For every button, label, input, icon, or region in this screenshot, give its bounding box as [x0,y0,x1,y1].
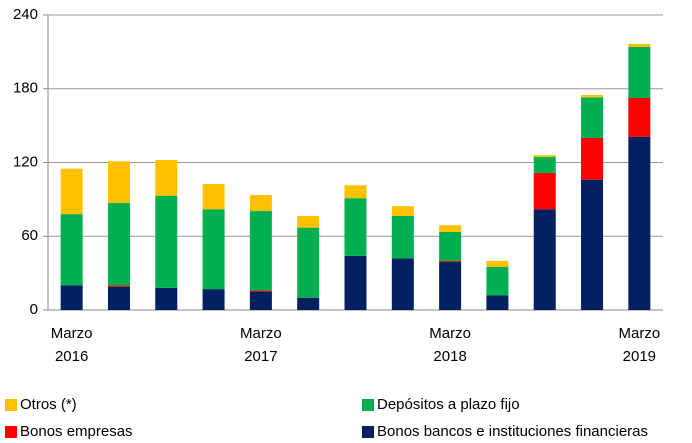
legend-label: Depósitos a plazo fijo [377,396,520,413]
bar-segment [297,227,320,298]
legend-swatch [5,426,17,438]
bar-segment [486,260,509,267]
bar-segment [60,214,83,286]
bar-segment [628,46,651,98]
bar-segment [107,161,130,204]
bar-segment [533,155,556,157]
y-tick-label: 180 [13,80,38,97]
bar-segment [628,97,651,137]
bar-segment [628,43,651,47]
legend-label: Otros (*) [20,396,77,413]
x-tick-label: Marzo 2017 [240,325,282,365]
bar-segment [155,287,178,310]
bar-segment [249,211,272,291]
bar-segment [439,260,462,263]
bar-segment [628,136,651,310]
y-tick-label: 60 [21,227,38,244]
bar-segment [581,137,604,180]
legend-swatch [362,426,374,438]
bar-segment [581,179,604,310]
bar-segment [439,262,462,310]
bar-segment [107,286,130,310]
bar-segment [249,290,272,292]
bar-segment [581,94,604,98]
bar-segment [202,289,225,310]
bar-segment [486,266,509,296]
bar-segment [344,198,367,256]
x-tick-label: Marzo 2018 [429,325,471,365]
bar-segment [249,195,272,212]
bar-segment [486,295,509,310]
bar-segment [249,291,272,310]
y-tick-label: 120 [13,153,38,170]
bar-segment [60,285,83,310]
bar-segment [202,209,225,290]
bar-segment [107,203,130,286]
bar-segment [533,156,556,173]
bar-segment [344,185,367,199]
bar-segment [391,206,414,216]
legend-swatch [5,399,17,411]
legend-label: Bonos empresas [20,423,133,440]
bar-segment [297,215,320,228]
x-tick-label: Marzo 2019 [618,325,661,365]
bar-segment [391,215,414,259]
x-tick-label: Marzo 2016 [50,325,93,365]
bar-segment [533,209,556,310]
bar-segment [297,297,320,310]
bar-segment [107,285,130,287]
bar-segment [202,184,225,210]
legend-label: Bonos bancos e instituciones financieras [377,423,648,440]
y-tick-label: 0 [30,301,38,318]
bar-segment [581,97,604,138]
legend-swatch [362,399,374,411]
bar-segment [533,172,556,210]
bar-segment [439,231,462,261]
bar-segment [155,160,178,196]
y-tick-label: 240 [13,6,38,23]
bar-segment [391,258,414,310]
bar-segment [60,168,83,215]
bar-segment [344,255,367,310]
bar-segment [155,195,178,288]
bar-segment [439,225,462,232]
